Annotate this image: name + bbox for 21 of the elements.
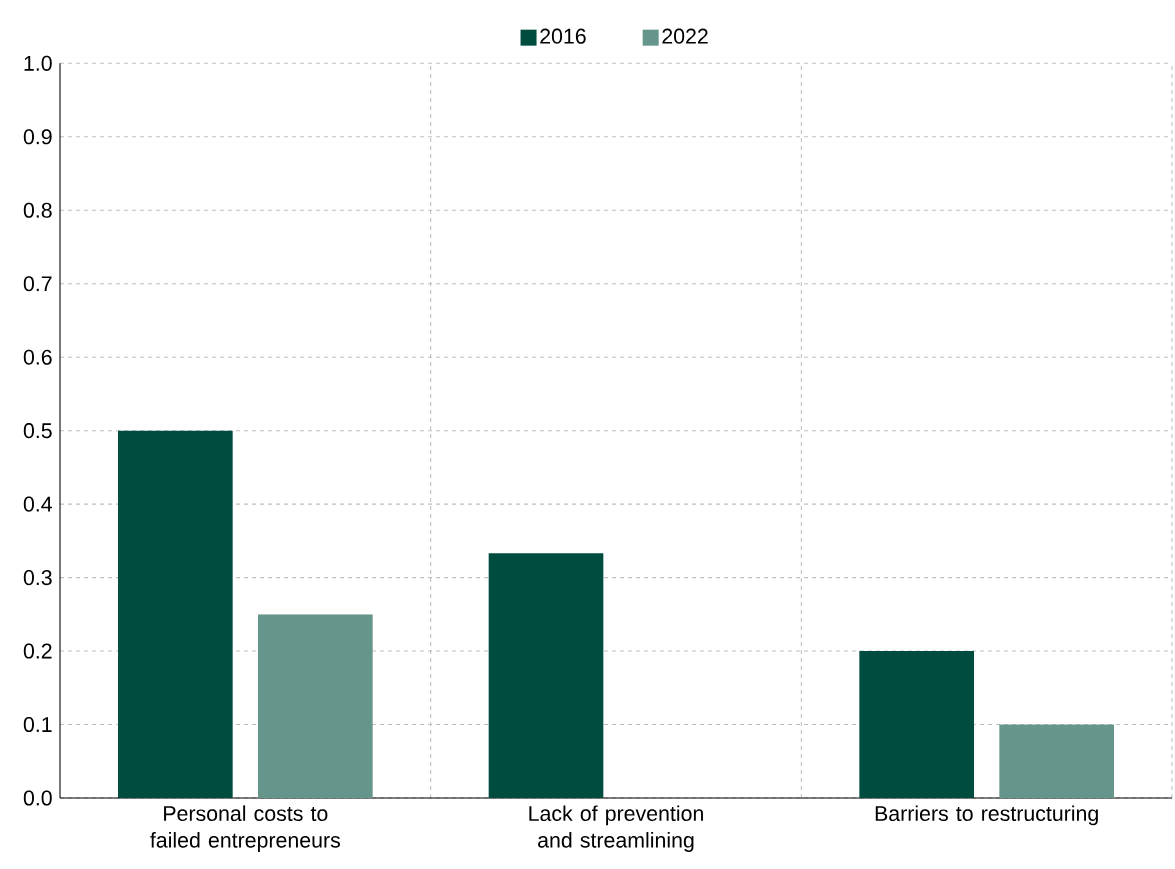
- bar: [999, 724, 1115, 798]
- y-tick-label: 0.9: [23, 129, 52, 145]
- y-tick-label: 0.6: [23, 349, 52, 365]
- bar: [258, 614, 373, 798]
- legend-label: 2016: [540, 28, 586, 44]
- x-tick-label: Lack of prevention and streamlining: [529, 805, 703, 852]
- y-tick-label: 0.5: [23, 423, 52, 439]
- x-tick-label: Barriers to restructuring: [875, 805, 1098, 826]
- y-tick-label: 0.1: [23, 716, 52, 733]
- legend-label: 2022: [662, 28, 708, 44]
- y-tick-label: 0.0: [23, 790, 52, 806]
- y-tick-label: 1.0: [24, 55, 52, 71]
- y-tick-label: 0.2: [23, 643, 52, 659]
- bar: [859, 651, 975, 798]
- y-tick-label: 0.7: [23, 276, 52, 292]
- bar: [488, 553, 604, 798]
- y-tick-label: 0.8: [23, 202, 52, 218]
- bar: [118, 430, 233, 798]
- y-tick-label: 0.3: [23, 570, 52, 586]
- x-tick-label: Personal costs to failed entrepreneurs: [150, 805, 340, 852]
- y-tick-label: 0.4: [23, 496, 52, 512]
